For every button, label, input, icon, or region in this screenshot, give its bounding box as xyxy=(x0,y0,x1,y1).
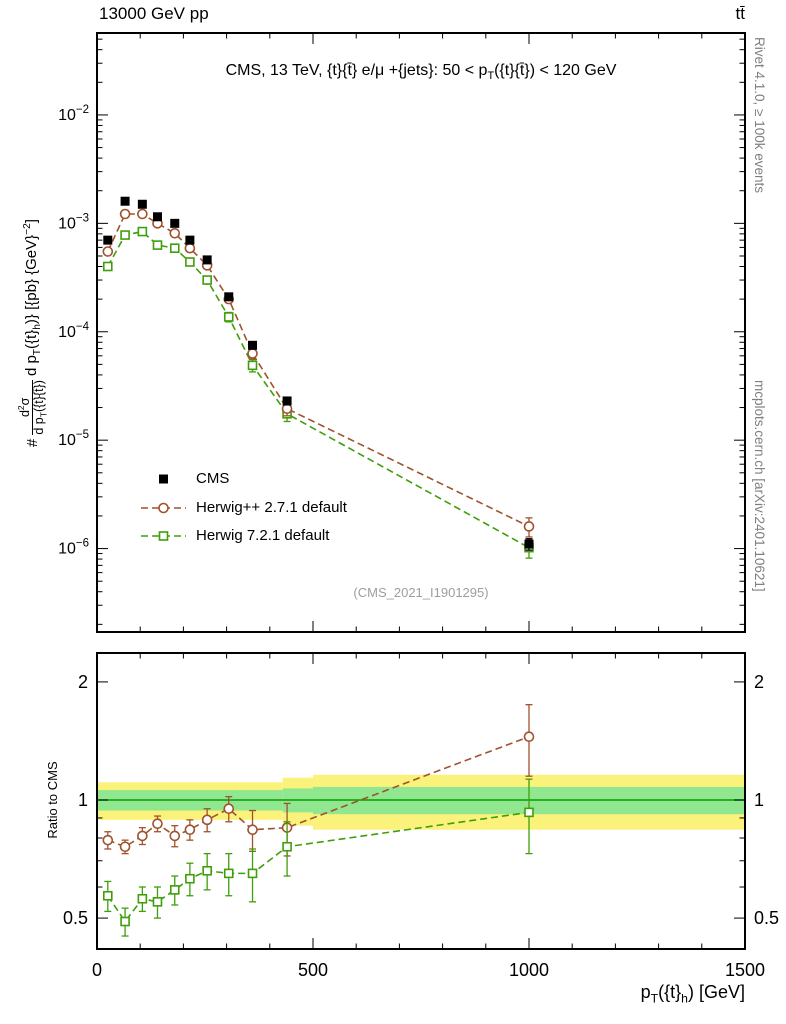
plot-title: CMS, 13 TeV, {t}{t̄} e/μ +{jets}: 50 < p… xyxy=(225,62,617,83)
ylabel-denominator: d pT({t}{t̄}) xyxy=(32,380,49,435)
ylabel-prefix: # xyxy=(24,438,41,447)
svg-text:1500: 1500 xyxy=(725,960,765,980)
ylabel-numerator: d2σ xyxy=(16,380,34,435)
main-series-herwig-2-7-1-default xyxy=(102,208,535,538)
svg-text:500: 500 xyxy=(298,960,328,980)
legend-markers xyxy=(141,474,186,541)
svg-text:10−5: 10−5 xyxy=(58,429,89,449)
svg-text:0.5: 0.5 xyxy=(754,908,779,928)
ratio-series-herwig-2-7-1-default xyxy=(102,704,535,857)
mcplots-arxiv-label: mcplots.cern.ch [arXiv:2401.10621] xyxy=(752,380,767,592)
main-series-cms xyxy=(103,196,534,551)
x-axis-label: pT({t}h) [GeV] xyxy=(640,982,745,1006)
main-y-axis-label: # d2σ d pT({t}{t̄}) d pT({t}h)} [{pb} {GeV}… xyxy=(11,123,49,543)
beam-energy-label: 13000 GeV pp xyxy=(99,4,209,23)
svg-text:1: 1 xyxy=(78,790,88,810)
legend-label-herwig7: Herwig 7.2.1 default xyxy=(196,527,330,544)
svg-text:0.5: 0.5 xyxy=(63,908,88,928)
process-label: tt̄ xyxy=(735,4,745,23)
svg-text:10−4: 10−4 xyxy=(58,321,90,341)
ylabel-fraction: d2σ d pT({t}{t̄}) xyxy=(16,380,49,435)
svg-text:10−3: 10−3 xyxy=(58,212,89,232)
legend-label-herwigpp: Herwig++ 2.7.1 default xyxy=(196,499,347,516)
svg-text:2: 2 xyxy=(754,672,764,692)
svg-text:1: 1 xyxy=(754,790,764,810)
analysis-id-watermark: (CMS_2021_I1901295) xyxy=(353,585,489,600)
ratio-uncertainty-bands xyxy=(97,774,745,830)
svg-text:0: 0 xyxy=(92,960,102,980)
ylabel-suffix: d pT({t}h)} [{pb} {GeV}−2] xyxy=(22,219,43,377)
svg-text:10−6: 10−6 xyxy=(58,538,89,558)
svg-text:1000: 1000 xyxy=(509,960,549,980)
ratio-y-axis-label: Ratio to CMS xyxy=(45,761,60,839)
legend-label-cms: CMS xyxy=(196,470,230,487)
ratio-series-herwig-7-2-1-default xyxy=(103,778,534,937)
rivet-version-label: Rivet 4.1.0, ≥ 100k events xyxy=(752,37,767,193)
svg-text:10−2: 10−2 xyxy=(58,104,89,124)
plot-frames xyxy=(96,32,746,950)
svg-text:2: 2 xyxy=(78,672,88,692)
